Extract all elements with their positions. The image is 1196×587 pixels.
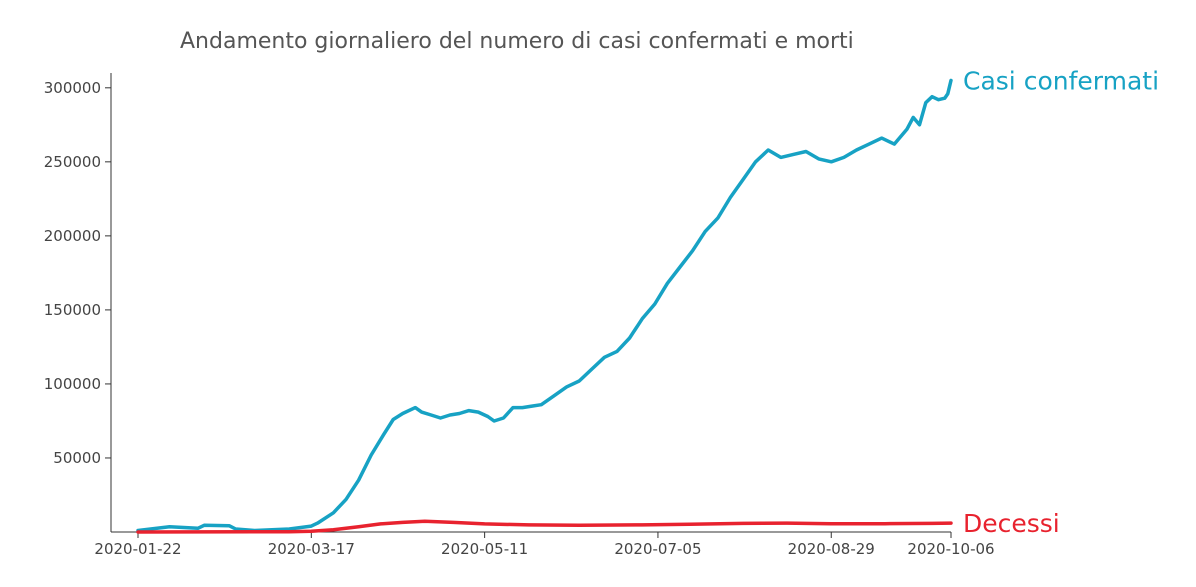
x-tick-label: 2020-07-05 [614,540,701,558]
series-label-decessi: Decessi [963,509,1060,538]
series-lines [136,78,953,534]
x-axis-ticks: 2020-01-22 2020-03-17 2020-05-11 2020-07-05… [94,532,995,558]
y-tick-label: 200000 [44,227,101,245]
chart-title: Andamento giornaliero del numero di casi… [180,29,854,54]
y-tick-label: 150000 [44,301,101,319]
x-tick-label: 2020-03-17 [268,540,355,558]
x-tick-label: 2020-01-22 [94,540,181,558]
series-label-casi-confermati: Casi confermati [963,66,1159,95]
x-tick-label: 2020-08-29 [788,540,875,558]
y-tick-label: 50000 [53,449,101,467]
y-tick-label: 100000 [44,375,101,393]
x-tick-label: 2020-10-06 [907,540,994,558]
series-labels: Casi confermati Decessi [963,66,1159,538]
series-line-casi-confermati [136,78,953,533]
y-tick-label: 300000 [44,79,101,97]
series-line-decessi [136,519,953,534]
x-tick-label: 2020-05-11 [441,540,528,558]
y-tick-label: 250000 [44,153,101,171]
y-axis-ticks: 50000 100000 150000 200000 250000 300000 [44,79,111,467]
